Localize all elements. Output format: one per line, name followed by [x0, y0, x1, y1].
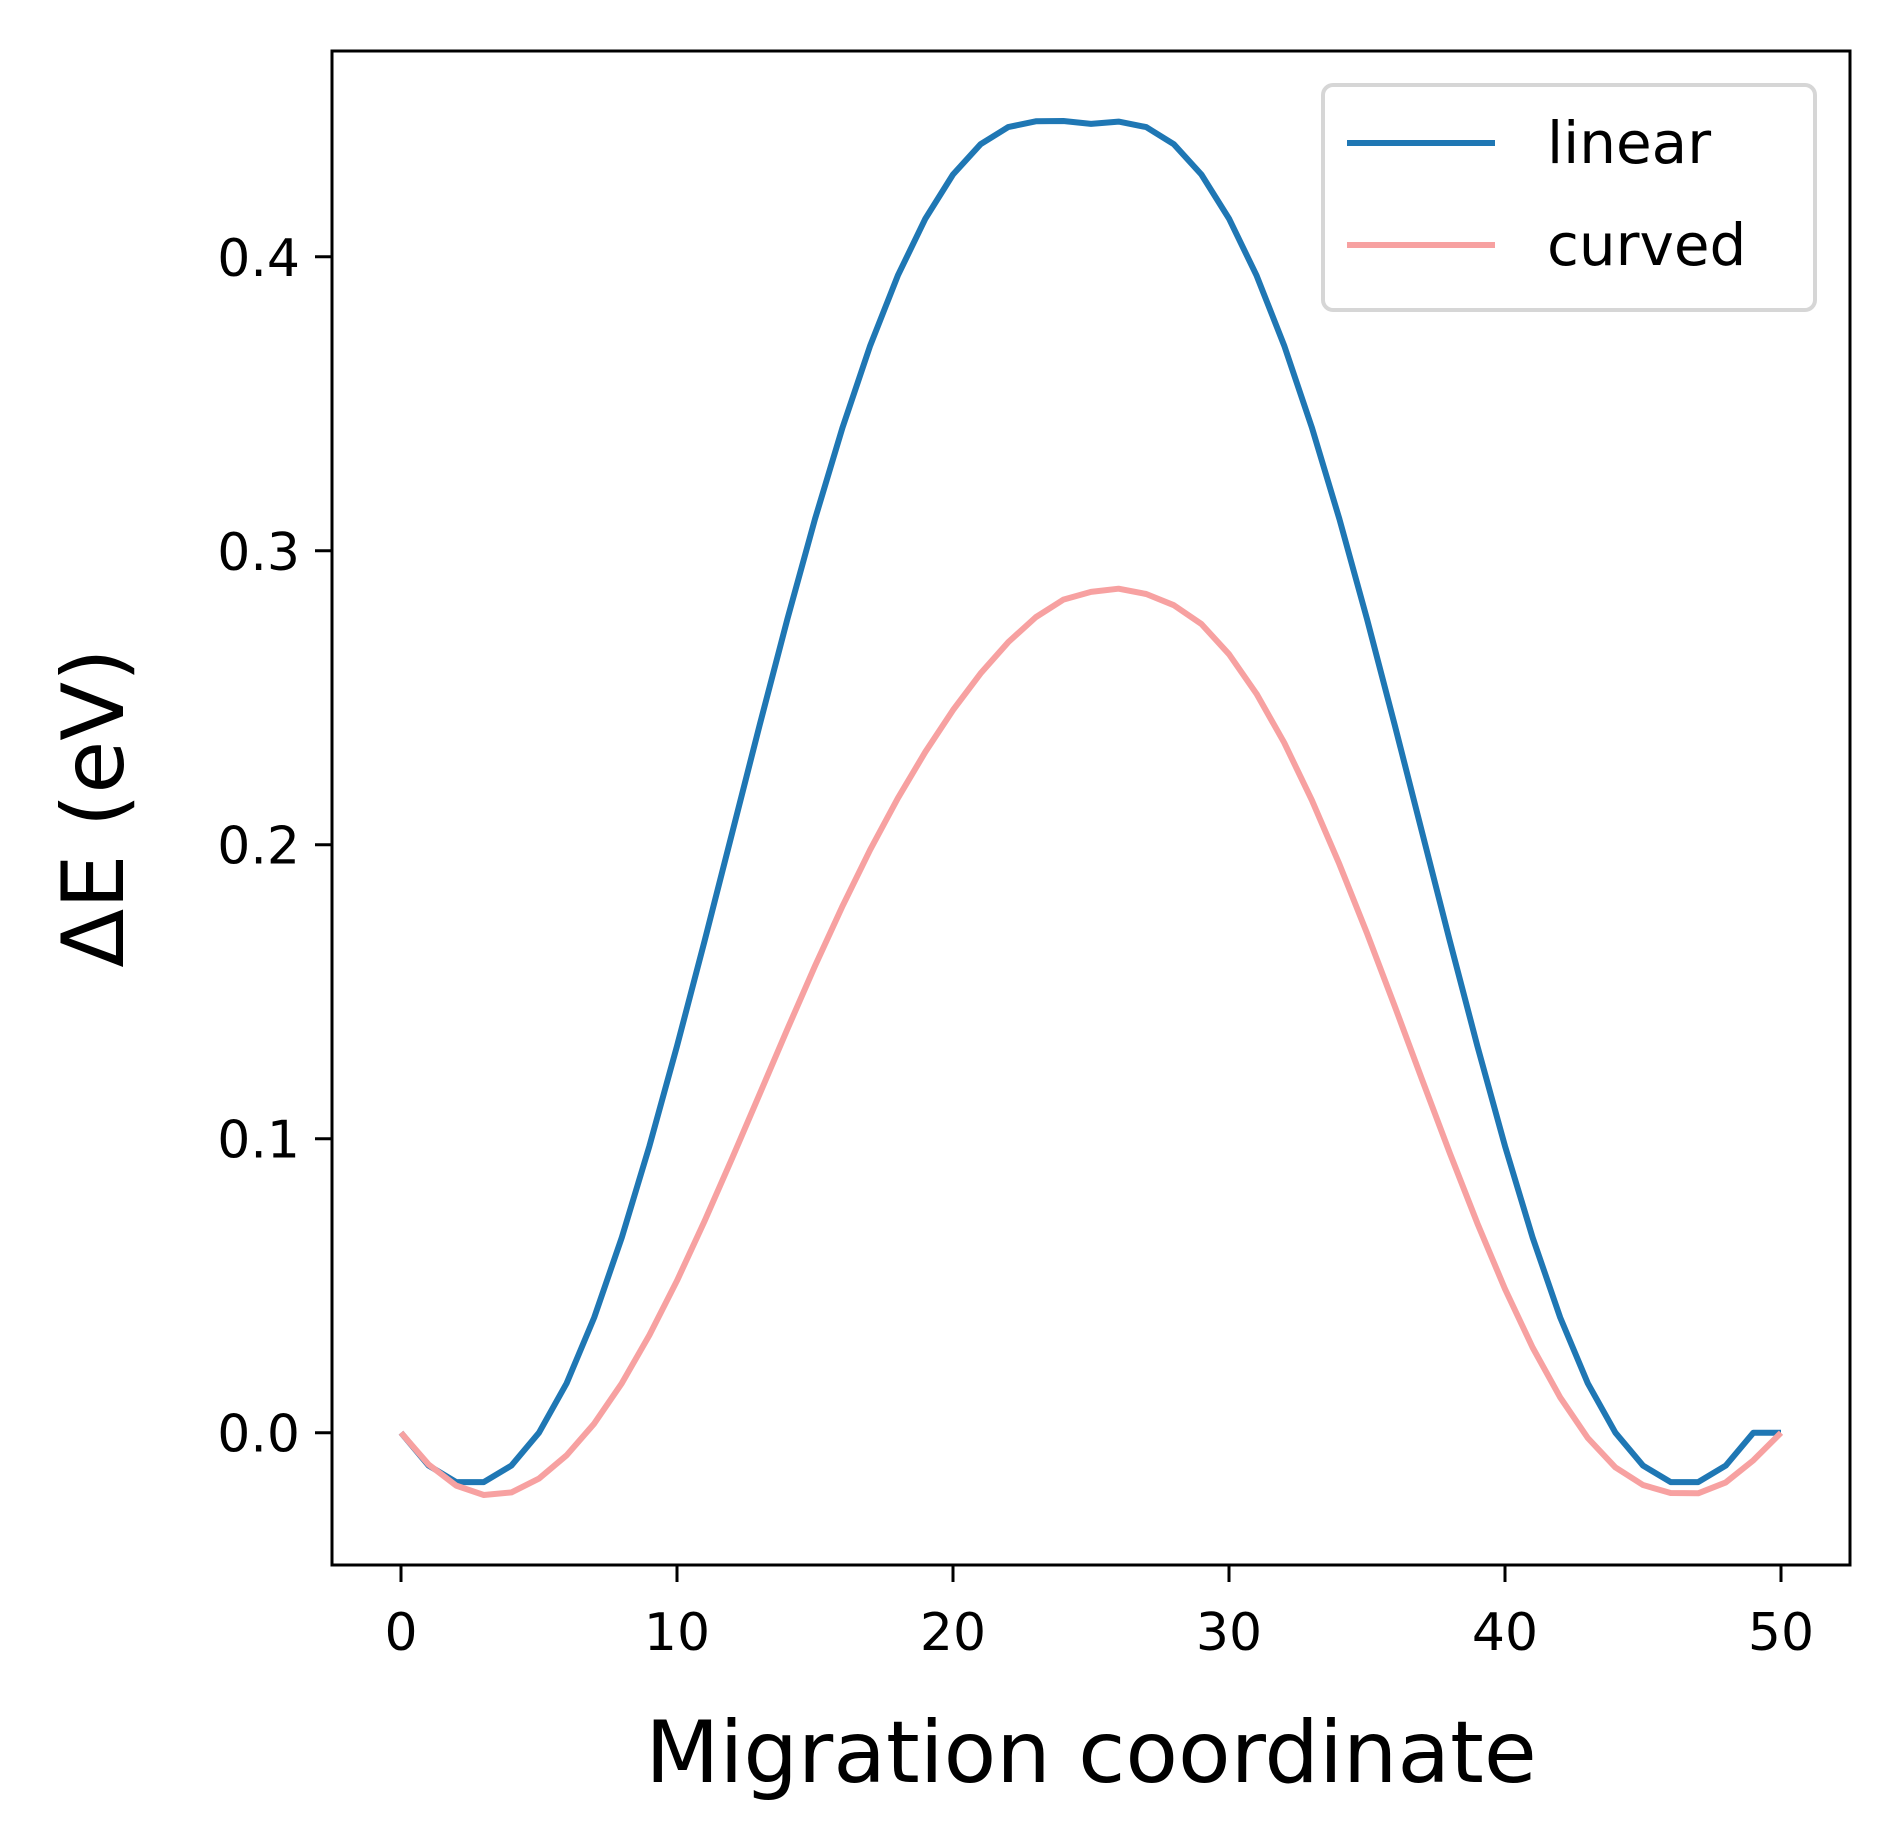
y-tick-label: 0.1 [217, 1111, 300, 1171]
legend-label-curved: curved [1547, 211, 1746, 279]
y-tick-label: 0.3 [217, 523, 300, 583]
y-axis-label: ΔE (eV) [44, 648, 144, 967]
x-tick-label: 0 [384, 1603, 417, 1663]
series-line-linear [398, 118, 1781, 1486]
y-tick-label: 0.2 [217, 817, 300, 877]
y-tick-label: 0.0 [217, 1405, 300, 1465]
y-axis-ticks: 0.0 0.1 0.2 0.3 0.4 [217, 229, 332, 1465]
x-tick-label: 50 [1748, 1603, 1814, 1663]
y-tick-label: 0.4 [217, 229, 300, 289]
legend: linear curved [1321, 83, 1817, 312]
x-tick-label: 40 [1472, 1603, 1538, 1663]
x-axis-ticks: 0 10 20 30 40 50 [384, 1565, 1814, 1663]
x-tick-label: 30 [1196, 1603, 1262, 1663]
plot-frame [330, 49, 1852, 1567]
series-line-curved [398, 585, 1784, 1498]
x-tick-label: 10 [644, 1603, 710, 1663]
series-layer [398, 118, 1784, 1498]
legend-label-linear: linear [1547, 109, 1711, 177]
x-tick-label: 20 [920, 1603, 986, 1663]
x-axis-label: Migration coordinate [645, 1703, 1537, 1803]
